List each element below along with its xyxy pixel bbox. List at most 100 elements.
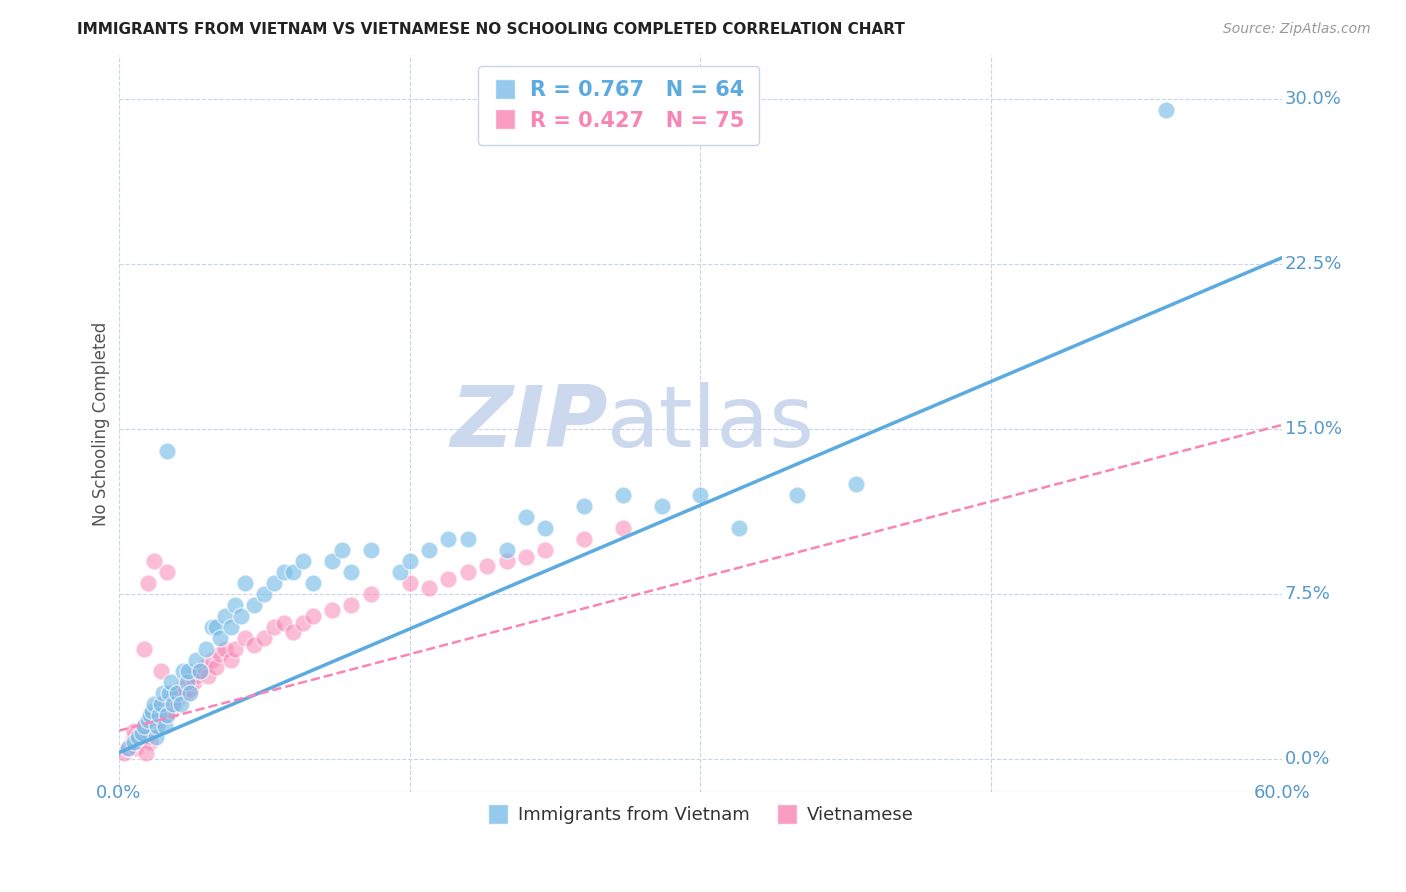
Point [612, 521, 634, 535]
Point [121, 735, 143, 749]
Point [114, 746, 136, 760]
Point [152, 704, 174, 718]
Point [398, 554, 420, 568]
Point [398, 576, 420, 591]
Point [283, 624, 305, 639]
Text: Source: ZipAtlas.com: Source: ZipAtlas.com [1223, 22, 1371, 37]
Point [186, 653, 208, 667]
Point [437, 533, 460, 547]
Point [219, 653, 242, 667]
Point [291, 554, 314, 568]
Point [179, 681, 201, 696]
Point [495, 543, 517, 558]
Point [142, 719, 165, 733]
Point [173, 675, 195, 690]
Point [142, 554, 165, 568]
Point [172, 686, 194, 700]
Point [214, 642, 236, 657]
Point [243, 599, 266, 613]
Point [166, 686, 188, 700]
Point [273, 566, 295, 580]
Point [150, 713, 173, 727]
Point [572, 500, 595, 514]
Point [201, 620, 224, 634]
Text: 60.0%: 60.0% [1254, 784, 1310, 802]
Point [162, 690, 184, 705]
Point [135, 746, 157, 760]
Point [150, 698, 173, 712]
Point [141, 708, 163, 723]
Point [263, 576, 285, 591]
Point [156, 444, 179, 458]
Point [145, 731, 167, 745]
Point [141, 704, 163, 718]
Point [689, 488, 711, 502]
Point [155, 719, 177, 733]
Text: 7.5%: 7.5% [1285, 585, 1330, 603]
Point [208, 647, 231, 661]
Point [142, 698, 165, 712]
Point [131, 726, 153, 740]
Text: 22.5%: 22.5% [1285, 255, 1341, 273]
Point [163, 698, 186, 712]
Point [188, 665, 211, 679]
Text: 0.0%: 0.0% [1285, 750, 1330, 768]
Point [233, 576, 256, 591]
Point [136, 713, 159, 727]
Point [457, 566, 479, 580]
Point [170, 681, 193, 696]
Point [146, 719, 169, 733]
Point [129, 731, 152, 745]
Point [146, 708, 169, 723]
Point [388, 566, 411, 580]
Text: 0.0%: 0.0% [96, 784, 142, 802]
Point [786, 488, 808, 502]
Point [437, 572, 460, 586]
Point [495, 554, 517, 568]
Point [132, 642, 155, 657]
Point [208, 632, 231, 646]
Point [515, 510, 537, 524]
Point [204, 660, 226, 674]
Point [131, 726, 153, 740]
Point [651, 500, 673, 514]
Point [181, 669, 204, 683]
Point [183, 675, 205, 690]
Point [612, 488, 634, 502]
Point [135, 731, 157, 745]
Point [360, 587, 382, 601]
Point [166, 686, 188, 700]
Point [263, 620, 285, 634]
Point [136, 726, 159, 740]
Point [253, 632, 276, 646]
Point [155, 698, 177, 712]
Point [194, 642, 217, 657]
Point [148, 708, 170, 723]
Point [117, 741, 139, 756]
Point [340, 566, 363, 580]
Point [156, 566, 179, 580]
Point [127, 735, 149, 749]
Point [148, 698, 170, 712]
Point [475, 558, 498, 573]
Point [193, 660, 215, 674]
Point [176, 675, 198, 690]
Y-axis label: No Schooling Completed: No Schooling Completed [93, 322, 110, 526]
Point [418, 581, 440, 595]
Point [340, 599, 363, 613]
Point [176, 686, 198, 700]
Point [572, 533, 595, 547]
Point [150, 665, 173, 679]
Point [360, 543, 382, 558]
Point [127, 731, 149, 745]
Point [152, 686, 174, 700]
Point [301, 576, 323, 591]
Point [170, 698, 193, 712]
Text: 15.0%: 15.0% [1285, 420, 1341, 438]
Text: ZIP: ZIP [450, 383, 607, 466]
Point [177, 675, 200, 690]
Point [253, 587, 276, 601]
Text: IMMIGRANTS FROM VIETNAM VS VIETNAMESE NO SCHOOLING COMPLETED CORRELATION CHART: IMMIGRANTS FROM VIETNAM VS VIETNAMESE NO… [77, 22, 905, 37]
Point [156, 708, 179, 723]
Point [167, 690, 190, 705]
